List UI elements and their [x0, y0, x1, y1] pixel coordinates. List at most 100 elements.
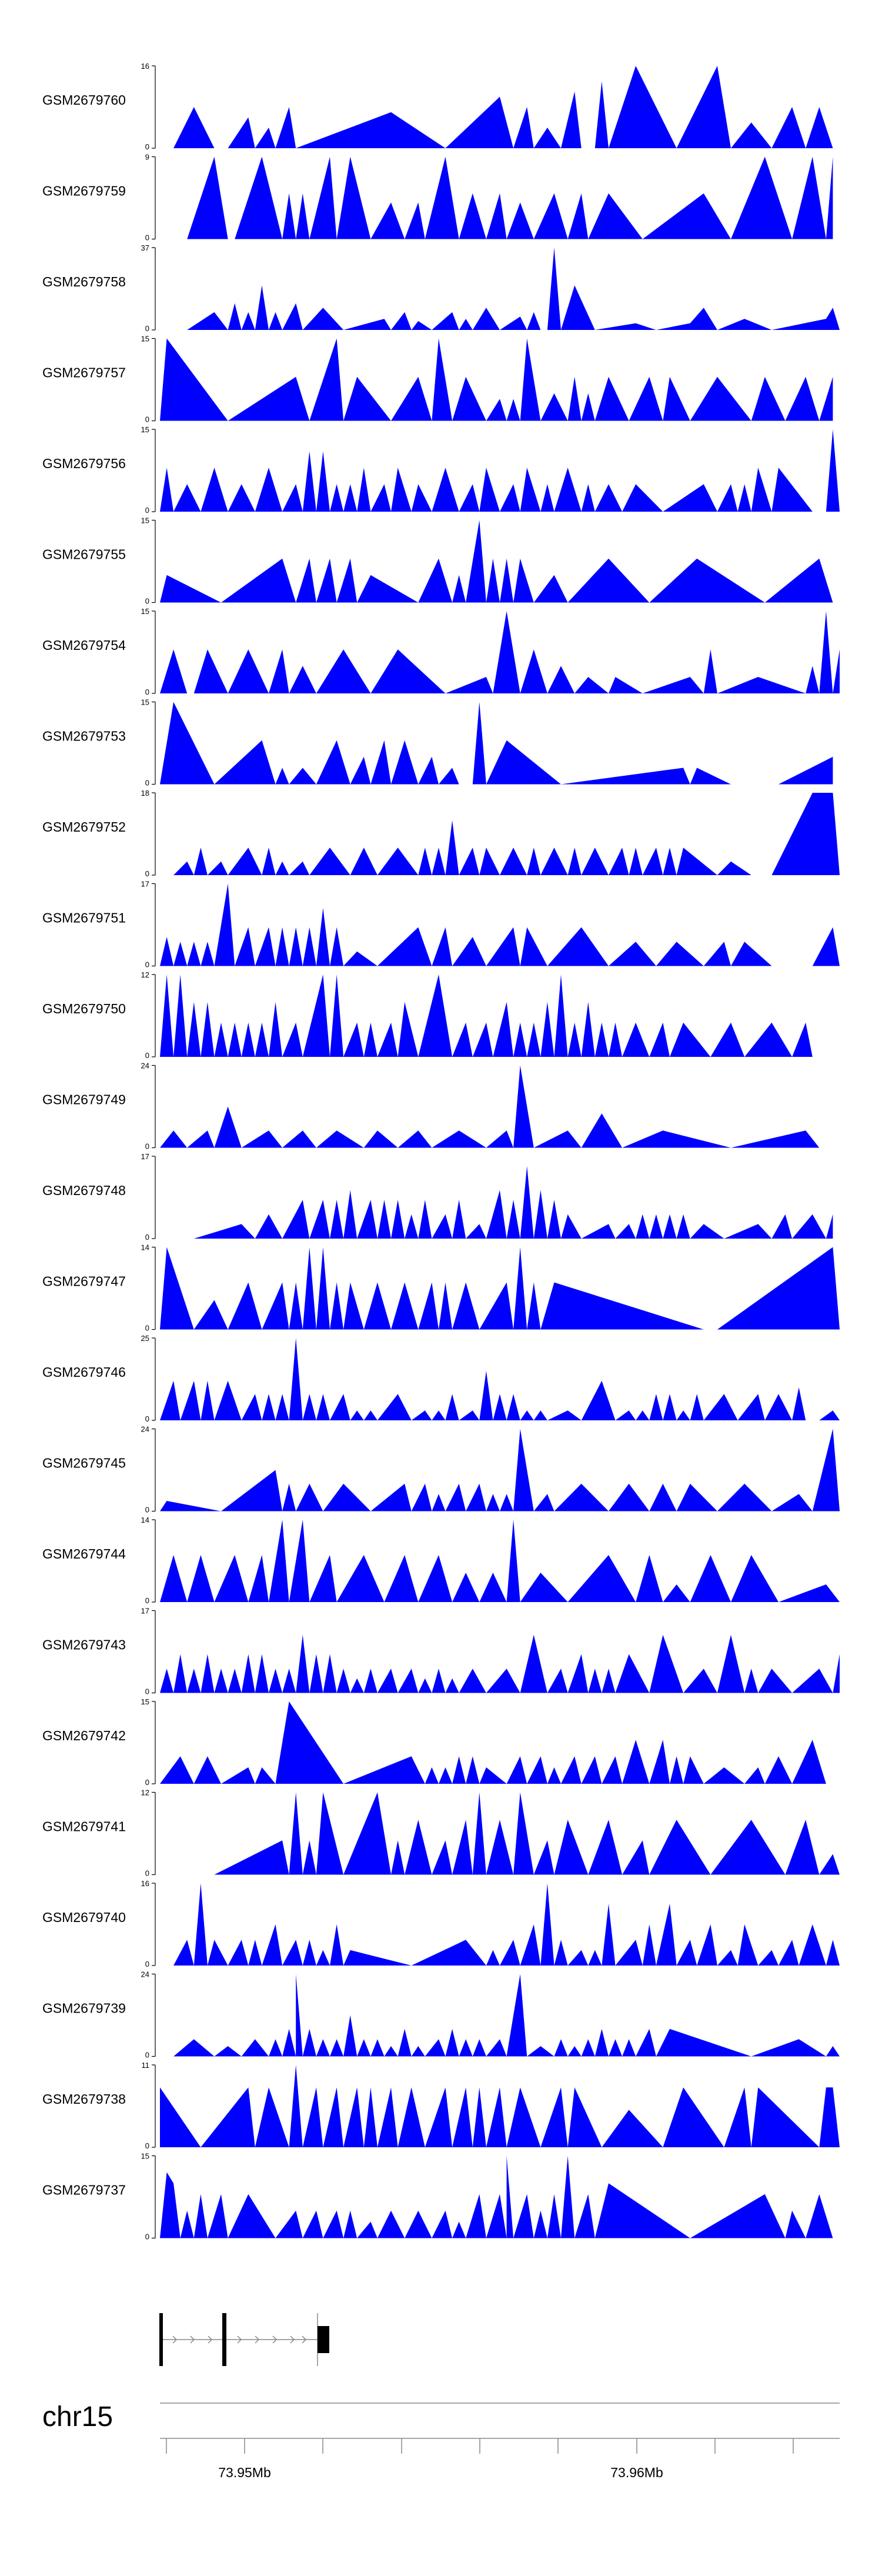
- coverage-area: [160, 2065, 840, 2147]
- tracks-group: GSM2679760160GSM267975990GSM2679758370GS…: [42, 62, 840, 2241]
- strand-arrow: [302, 2335, 307, 2344]
- track-label: GSM2679751: [42, 910, 126, 925]
- track-GSM2679746: GSM2679746 25 0: [42, 1334, 840, 1423]
- coverage-area: [160, 1701, 826, 1784]
- y-tick-label-max: 17: [141, 1152, 149, 1161]
- y-tick-label-max: 24: [141, 1970, 149, 1979]
- track-label: GSM2679750: [42, 1001, 126, 1016]
- y-tick-label-max: 14: [141, 1516, 149, 1524]
- track-label: GSM2679742: [42, 1728, 126, 1743]
- y-tick-label-min: 0: [145, 779, 149, 788]
- y-tick-label-max: 14: [141, 1243, 149, 1252]
- y-tick-label-min: 0: [145, 1051, 149, 1060]
- y-tick-label-max: 9: [145, 153, 149, 162]
- y-tick-label-max: 25: [141, 1334, 149, 1343]
- coverage-area: [160, 883, 840, 966]
- track-label: GSM2679759: [42, 183, 126, 198]
- strand-arrow: [290, 2335, 295, 2344]
- chromosome-label: chr15: [42, 2401, 113, 2432]
- track-label: GSM2679737: [42, 2182, 126, 2197]
- y-tick-label-min: 0: [145, 2051, 149, 2060]
- coverage-area: [160, 702, 833, 785]
- track-GSM2679750: GSM2679750 12 0: [42, 970, 813, 1060]
- y-tick-label-max: 15: [141, 1697, 149, 1706]
- track-label: GSM2679746: [42, 1364, 126, 1380]
- track-GSM2679758: GSM2679758 37 0: [42, 243, 840, 333]
- track-GSM2679741: GSM2679741 12 0: [42, 1788, 840, 1878]
- coverage-area: [160, 1065, 820, 1148]
- coverage-area: [160, 2155, 840, 2238]
- track-label: GSM2679747: [42, 1273, 126, 1289]
- y-tick-label-max: 12: [141, 1788, 149, 1797]
- y-tick-label-min: 0: [145, 1233, 149, 1242]
- track-label: GSM2679749: [42, 1092, 126, 1107]
- coverage-area: [173, 793, 840, 875]
- y-tick-label-min: 0: [145, 506, 149, 515]
- track-label: GSM2679760: [42, 92, 126, 108]
- strand-arrow: [237, 2335, 242, 2344]
- track-GSM2679759: GSM2679759 9 0: [42, 153, 833, 242]
- gene-model: [159, 2313, 329, 2366]
- y-tick-label-min: 0: [145, 597, 149, 606]
- y-tick-label-max: 15: [141, 2152, 149, 2161]
- y-tick-label-max: 37: [141, 243, 149, 252]
- coordinate-label: 73.96Mb: [610, 2465, 663, 2480]
- y-tick-label-min: 0: [145, 1778, 149, 1787]
- track-label: GSM2679754: [42, 638, 126, 653]
- y-tick-label-max: 15: [141, 516, 149, 525]
- y-tick-label-max: 24: [141, 1425, 149, 1434]
- y-tick-label-max: 11: [142, 2061, 150, 2070]
- y-tick-label-min: 0: [145, 1414, 149, 1423]
- coverage-area: [214, 1792, 840, 1875]
- track-label: GSM2679744: [42, 1546, 126, 1561]
- track-GSM2679743: GSM2679743 17 0: [42, 1607, 840, 1696]
- track-label: GSM2679755: [42, 546, 126, 562]
- y-tick-label-min: 0: [145, 2233, 149, 2241]
- y-tick-label-max: 16: [141, 1879, 149, 1888]
- track-label: GSM2679745: [42, 1455, 126, 1470]
- track-GSM2679745: GSM2679745 24 0: [42, 1425, 840, 1514]
- coverage-area: [160, 1429, 840, 1511]
- track-label: GSM2679740: [42, 1910, 126, 1925]
- y-tick-label-max: 12: [141, 970, 149, 979]
- strand-arrow: [172, 2335, 178, 2344]
- y-tick-label-min: 0: [145, 1596, 149, 1605]
- track-label: GSM2679738: [42, 2091, 126, 2107]
- track-GSM2679747: GSM2679747 14 0: [42, 1243, 840, 1333]
- coverage-area: [160, 1634, 840, 1693]
- coverage-area: [160, 338, 833, 421]
- exon-3: [318, 2326, 329, 2353]
- y-tick-label-min: 0: [145, 1869, 149, 1878]
- track-label: GSM2679739: [42, 2000, 126, 2016]
- coverage-area: [187, 156, 833, 239]
- y-tick-label-max: 15: [141, 607, 149, 616]
- strand-arrow: [255, 2335, 260, 2344]
- coverage-area: [160, 611, 840, 693]
- coverage-area: [160, 975, 813, 1057]
- y-tick-label-max: 15: [141, 698, 149, 707]
- track-GSM2679744: GSM2679744 14 0: [42, 1516, 840, 1605]
- coverage-area: [187, 248, 840, 330]
- track-GSM2679748: GSM2679748 17 0: [42, 1152, 833, 1242]
- y-tick-label-max: 24: [141, 1062, 149, 1070]
- y-tick-label-max: 15: [141, 425, 149, 434]
- coverage-area: [160, 1247, 840, 1330]
- coverage-area: [160, 429, 840, 512]
- y-tick-label-max: 17: [141, 1607, 149, 1616]
- coordinate-label: 73.95Mb: [218, 2465, 271, 2480]
- y-tick-label-max: 17: [141, 880, 149, 889]
- y-tick-label-min: 0: [145, 324, 149, 333]
- track-GSM2679752: GSM2679752 18 0: [42, 789, 840, 878]
- y-tick-label-max: 18: [141, 789, 149, 798]
- track-label: GSM2679741: [42, 1818, 126, 1834]
- track-GSM2679751: GSM2679751 17 0: [42, 880, 840, 969]
- y-tick-label-min: 0: [145, 1960, 149, 1968]
- track-GSM2679737: GSM2679737 15 0: [42, 2152, 840, 2241]
- track-GSM2679757: GSM2679757 15 0: [42, 335, 833, 424]
- track-label: GSM2679757: [42, 365, 126, 380]
- track-GSM2679753: GSM2679753 15 0: [42, 698, 833, 788]
- y-tick-label-min: 0: [145, 233, 149, 242]
- y-tick-label-max: 15: [141, 335, 149, 343]
- track-GSM2679755: GSM2679755 15 0: [42, 516, 840, 606]
